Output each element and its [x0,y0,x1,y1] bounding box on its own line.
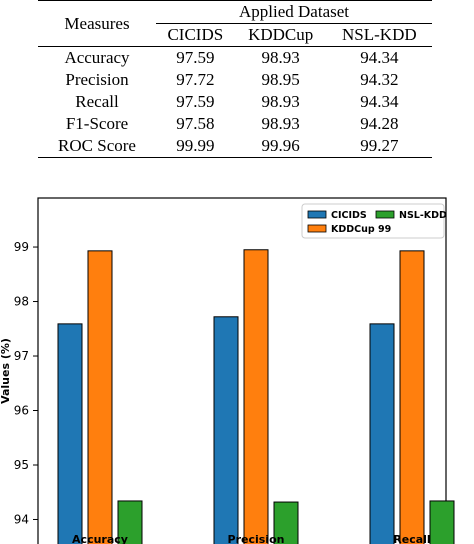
plot-frame [37,197,447,544]
table-cell: 97.59 [176,48,215,67]
column-header-nsl-kdd: NSL-KDD [342,25,417,44]
bar-nsl-kdd-recall [429,500,455,544]
table-cell: 94.28 [360,114,399,133]
bar-cicids-recall [369,323,395,544]
table-subheader-row: CICIDS KDDCup NSL-KDD [38,24,432,47]
table-row-roc-score: ROC Score 99.99 99.96 99.27 [38,135,432,158]
y-tick-label: 97 [14,349,29,363]
results-table: Measures Applied Dataset CICIDS KDDCup N… [38,0,432,158]
table-cell: 99.99 [176,136,215,155]
legend-swatch [375,210,395,219]
row-label: Recall [75,92,119,111]
table-cell: 97.59 [176,92,215,111]
bar-cicids-accuracy [57,323,83,544]
x-tick-label: Precision [228,533,285,544]
row-label: Precision [65,70,129,89]
table-cell: 98.93 [261,48,300,67]
table-row-accuracy: Accuracy 97.59 98.93 94.34 [38,47,432,70]
table-cell: 99.27 [360,136,399,155]
table-row-recall: Recall 97.59 98.93 94.34 [38,91,432,113]
legend-box [301,203,445,239]
bar-nsl-kdd-precision [273,501,299,544]
table-cell: 94.32 [360,70,399,89]
table-cell: 98.93 [261,92,300,111]
table-cell: 98.93 [261,114,300,133]
y-tick-label: 98 [14,295,29,309]
table-cell: 99.96 [261,136,300,155]
y-tick-label: 96 [14,404,29,418]
results-table-container: Measures Applied Dataset CICIDS KDDCup N… [38,0,432,158]
x-tick-label: Recall [393,533,430,544]
table-cell: 98.95 [261,70,300,89]
table-cell: 97.58 [176,114,215,133]
x-tick-label: Accuracy [72,533,128,544]
bar-kddcup-99-accuracy [87,250,113,544]
table-cell: 94.34 [360,48,399,67]
row-label: ROC Score [58,136,136,155]
bar-kddcup-99-precision [243,249,269,544]
bar-cicids-precision [213,316,239,544]
table-header-row: Measures Applied Dataset [38,0,432,47]
measures-header: Measures [38,0,156,47]
bar-kddcup-99-recall [399,250,425,544]
row-label: F1-Score [65,114,129,133]
table-cell: 94.34 [360,92,399,111]
legend-swatch [307,224,327,233]
legend-swatch [307,210,327,219]
y-axis-label: Values (%) [0,338,12,404]
table-cell: 97.72 [176,70,215,89]
y-tick-label: 94 [14,512,29,526]
legend-label: NSL-KDD [399,210,447,221]
row-label: Accuracy [64,48,130,67]
applied-dataset-header: Applied Dataset [156,0,432,24]
y-tick-label: 99 [14,240,29,254]
table-row-f1-score: F1-Score 97.58 98.93 94.28 [38,113,432,135]
table-row-precision: Precision 97.72 98.95 94.32 [38,69,432,91]
legend-label: CICIDS [331,210,367,221]
column-header-cicids: CICIDS [167,25,224,44]
y-tick-label: 95 [14,458,29,472]
column-header-kddcup: KDDCup [248,25,314,44]
legend-label: KDDCup 99 [331,224,391,235]
bar-nsl-kdd-accuracy [117,500,143,544]
